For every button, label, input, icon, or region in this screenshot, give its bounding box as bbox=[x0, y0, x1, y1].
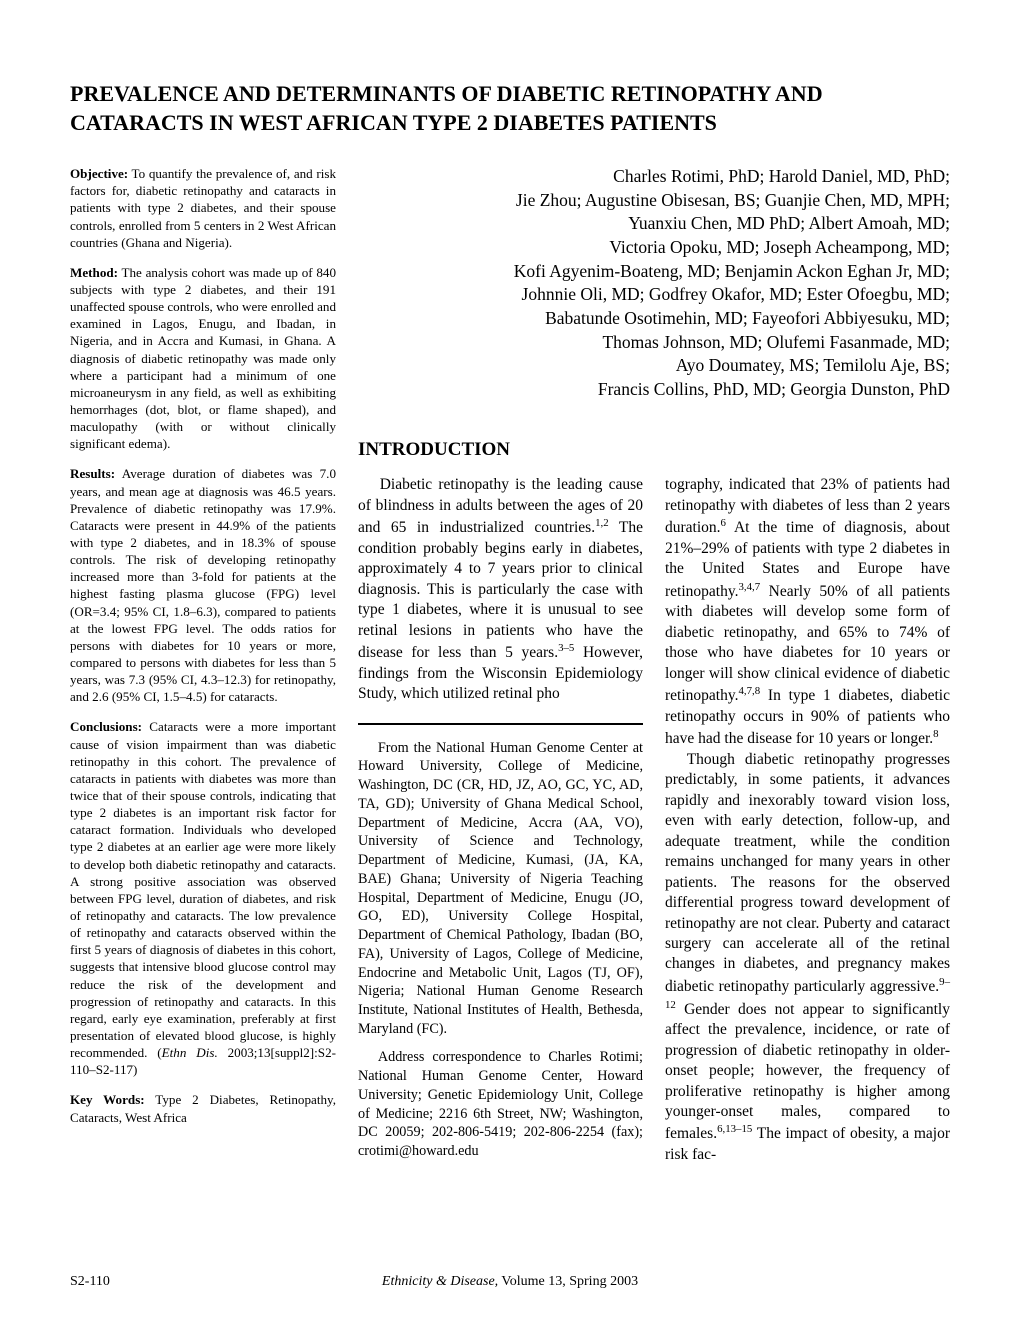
correspondence-text: Address correspondence to Charles Rotimi… bbox=[358, 1048, 643, 1160]
author-line: Francis Collins, PhD, MD; Georgia Dunsto… bbox=[358, 378, 950, 402]
intro-text: Gender does not appear to significantly … bbox=[665, 1001, 950, 1143]
abstract-conclusions: Conclusions: Cataracts were a more impor… bbox=[70, 718, 336, 1078]
article-title: PREVALENCE AND DETERMINANTS OF DIABETIC … bbox=[70, 80, 950, 137]
author-line: Johnnie Oli, MD; Godfrey Okafor, MD; Est… bbox=[358, 283, 950, 307]
intro-para-1-cont: tography, indicated that 23% of patients… bbox=[665, 475, 950, 750]
journal-name: Ethnicity & Disease, bbox=[382, 1274, 498, 1289]
introduction-heading: INTRODUCTION bbox=[358, 439, 950, 461]
body-col-1: Diabetic retinopathy is the leading caus… bbox=[358, 475, 643, 1170]
intro-text: Though diabetic retinopathy progresses p… bbox=[665, 751, 950, 995]
keywords-label: Key Words: bbox=[70, 1092, 145, 1107]
method-label: Method: bbox=[70, 265, 118, 280]
results-text: Average duration of diabetes was 7.0 yea… bbox=[70, 466, 336, 704]
affiliations-block: From the National Human Genome Center at… bbox=[358, 739, 643, 1161]
right-column: Charles Rotimi, PhD; Harold Daniel, MD, … bbox=[358, 165, 950, 1171]
author-line: Yuanxiu Chen, MD PhD; Albert Amoah, MD; bbox=[358, 212, 950, 236]
superscript-ref: 3,4,7 bbox=[738, 581, 760, 593]
volume-info: Volume 13, Spring 2003 bbox=[498, 1274, 638, 1289]
abstract-results: Results: Average duration of diabetes wa… bbox=[70, 465, 336, 705]
objective-label: Objective: bbox=[70, 166, 128, 181]
author-line: Ayo Doumatey, MS; Temilolu Aje, BS; bbox=[358, 354, 950, 378]
affiliations-text: From the National Human Genome Center at… bbox=[358, 739, 643, 1039]
abstract-objective: Objective: To quantify the prevalence of… bbox=[70, 165, 336, 251]
divider-rule bbox=[358, 723, 643, 725]
footer-journal: Ethnicity & Disease, Volume 13, Spring 2… bbox=[70, 1274, 950, 1290]
author-line: Babatunde Osotimehin, MD; Fayeofori Abbi… bbox=[358, 307, 950, 331]
intro-text: The condition probably begins early in d… bbox=[358, 520, 643, 662]
author-line: Victoria Opoku, MD; Joseph Acheampong, M… bbox=[358, 236, 950, 260]
abstract-keywords: Key Words: Type 2 Diabetes, Retinopathy,… bbox=[70, 1091, 336, 1125]
conclusions-label: Conclusions: bbox=[70, 719, 142, 734]
superscript-ref: 8 bbox=[933, 728, 938, 740]
intro-para-1: Diabetic retinopathy is the leading caus… bbox=[358, 475, 643, 704]
abstract-method: Method: The analysis cohort was made up … bbox=[70, 264, 336, 453]
superscript-ref: 4,7,8 bbox=[738, 685, 760, 697]
results-label: Results: bbox=[70, 466, 115, 481]
author-line: Jie Zhou; Augustine Obisesan, BS; Guanji… bbox=[358, 189, 950, 213]
superscript-ref: 6,13–15 bbox=[717, 1123, 752, 1135]
conclusions-text: Cataracts were a more important cause of… bbox=[70, 719, 336, 1060]
abstract-column: Objective: To quantify the prevalence of… bbox=[70, 165, 336, 1171]
content-area: Objective: To quantify the prevalence of… bbox=[70, 165, 950, 1171]
author-line: Charles Rotimi, PhD; Harold Daniel, MD, … bbox=[358, 165, 950, 189]
method-text: The analysis cohort was made up of 840 s… bbox=[70, 265, 336, 451]
superscript-ref: 3–5 bbox=[558, 642, 574, 654]
authors-block: Charles Rotimi, PhD; Harold Daniel, MD, … bbox=[358, 165, 950, 401]
intro-para-2: Though diabetic retinopathy progresses p… bbox=[665, 750, 950, 1166]
page-footer: S2-110 Ethnicity & Disease, Volume 13, S… bbox=[70, 1274, 950, 1290]
author-line: Kofi Agyenim-Boateng, MD; Benjamin Ackon… bbox=[358, 260, 950, 284]
citation-journal: Ethn Dis. bbox=[162, 1045, 218, 1060]
body-col-2: tography, indicated that 23% of patients… bbox=[665, 475, 950, 1170]
body-two-column: Diabetic retinopathy is the leading caus… bbox=[358, 475, 950, 1170]
author-line: Thomas Johnson, MD; Olufemi Fasanmade, M… bbox=[358, 331, 950, 355]
superscript-ref: 1,2 bbox=[595, 517, 609, 529]
